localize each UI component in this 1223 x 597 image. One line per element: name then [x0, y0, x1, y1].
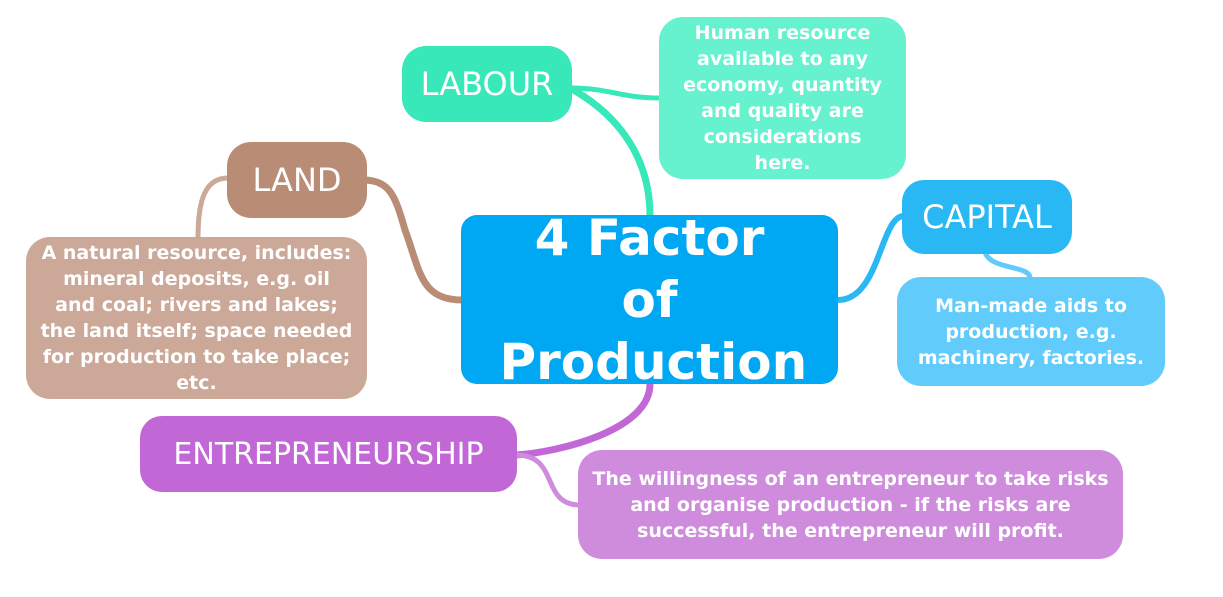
topic-labour-label: LABOUR — [420, 65, 554, 103]
topic-entrepreneurship: ENTREPRENEURSHIP — [140, 416, 517, 492]
topic-capital: CAPITAL — [902, 180, 1072, 254]
note-entrepreneurship-text: The willingness of an entrepreneur to ta… — [592, 467, 1109, 542]
connector-central-land — [362, 176, 466, 304]
note-land: A natural resource, includes: mineral de… — [26, 237, 367, 399]
connector-central-capital — [835, 213, 907, 303]
central-topic-label: 4 Factor of Production — [499, 208, 808, 391]
topic-entrepreneurship-label: ENTREPRENEURSHIP — [173, 436, 484, 472]
connector-capital-note — [982, 249, 1033, 281]
topic-capital-label: CAPITAL — [922, 198, 1052, 236]
note-entrepreneurship: The willingness of an entrepreneur to ta… — [578, 450, 1123, 559]
note-labour: Human resource available to any economy,… — [659, 17, 906, 179]
note-labour-text: Human resource available to any economy,… — [683, 22, 882, 174]
topic-land: LAND — [227, 142, 367, 218]
note-capital: Man-made aids to production, e.g. machin… — [897, 277, 1165, 386]
connector-central-labour — [566, 84, 654, 220]
connector-labour-note — [567, 85, 663, 101]
central-topic: 4 Factor of Production — [461, 209, 838, 391]
note-capital-text: Man-made aids to production, e.g. machin… — [917, 294, 1145, 369]
topic-land-label: LAND — [252, 161, 342, 199]
connector-entrepreneurship-note — [513, 452, 583, 508]
note-land-text: A natural resource, includes: mineral de… — [40, 242, 353, 394]
connector-land-note — [195, 175, 231, 241]
topic-labour: LABOUR — [402, 46, 572, 122]
connector-central-entrepreneurship — [512, 380, 654, 459]
